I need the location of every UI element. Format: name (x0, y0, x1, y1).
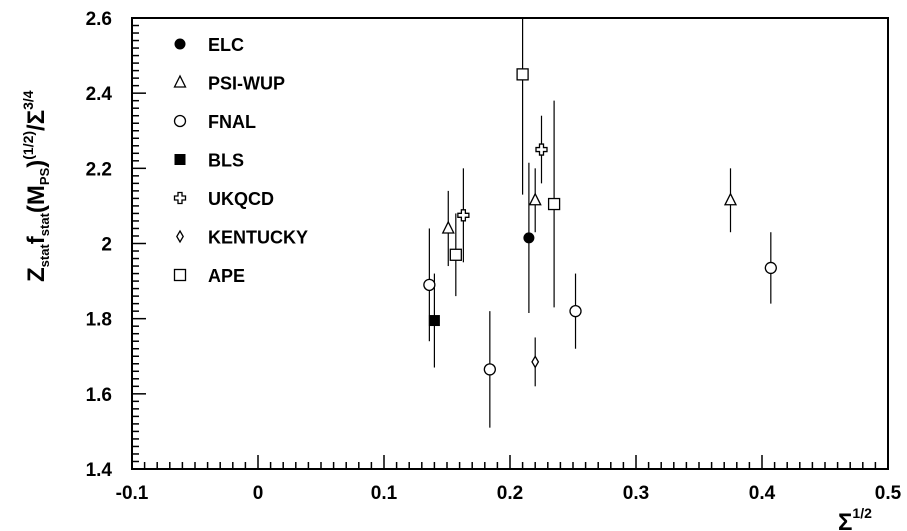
y-tick-label: 2 (101, 235, 112, 256)
kentucky-legend-label: KENTUCKY (208, 228, 308, 248)
ukqcd-point (457, 209, 470, 222)
ape-point (547, 197, 561, 211)
kentucky-legend-marker (176, 229, 184, 244)
x-tick-label: -0.1 (116, 483, 149, 504)
axis-labels: Σ1/2 Zstatfstat(MPS)(1/2)/Σ3/4 (20, 90, 872, 531)
y-axis-label: Zstatfstat(MPS)(1/2)/Σ3/4 (20, 90, 52, 282)
fnal-point (423, 278, 436, 291)
error-bars (428, 18, 772, 428)
y-tick-label: 2.2 (86, 159, 112, 180)
x-tick-label: 0.1 (371, 483, 398, 504)
x-tick-label: 0 (253, 483, 264, 504)
fnal-point (569, 304, 582, 318)
bls-legend-marker (174, 154, 186, 165)
x-tick-label: 0.2 (497, 483, 523, 504)
fnal-legend-label: FNAL (208, 112, 256, 132)
x-tick-label: 0.5 (875, 483, 902, 504)
y-tick-label: 1.4 (86, 460, 113, 481)
x-axis-label: Σ1/2 (838, 505, 872, 531)
y-tick-label: 1.8 (86, 310, 112, 331)
elc-legend-label: ELC (208, 35, 244, 55)
ape-point (449, 248, 462, 261)
psi-wup-legend-label: PSI-WUP (208, 74, 285, 94)
fnal-point (483, 363, 496, 376)
plot-frame (131, 17, 889, 470)
ukqcd-legend-marker (173, 191, 187, 205)
y-tick-label: 1.6 (86, 385, 112, 406)
psi-wup-legend-marker (173, 74, 187, 88)
axis-ticks: -0.1 0 0.1 0.2 0.3 0.4 0.5 1.4 1.6 1.8 2 2.2 2.4 2.6 (86, 9, 902, 504)
psi-wup-point (441, 220, 455, 234)
elc-point (523, 232, 535, 244)
kentucky-point (531, 355, 540, 369)
ukqcd-legend-label: UKQCD (208, 189, 274, 209)
legend: ELC PSI-WUP FNAL BLS UKQCD KENTUCKY APE (173, 35, 308, 286)
ukqcd-point (535, 143, 548, 156)
data-points (423, 68, 777, 376)
fnal-point (764, 261, 777, 275)
ape-legend-label: APE (208, 266, 245, 286)
fnal-legend-marker (173, 114, 187, 128)
psi-wup-point (723, 192, 738, 206)
ape-point (516, 68, 529, 81)
bls-point (428, 315, 440, 327)
y-tick-label: 2.4 (86, 84, 113, 105)
bls-legend-label: BLS (208, 151, 244, 171)
elc-legend-marker (174, 38, 186, 50)
ape-legend-marker (173, 268, 187, 282)
y-tick-label: 2.6 (86, 9, 112, 30)
x-tick-label: 0.3 (623, 483, 649, 504)
psi-wup-point (528, 192, 542, 206)
x-tick-label: 0.4 (749, 483, 776, 504)
